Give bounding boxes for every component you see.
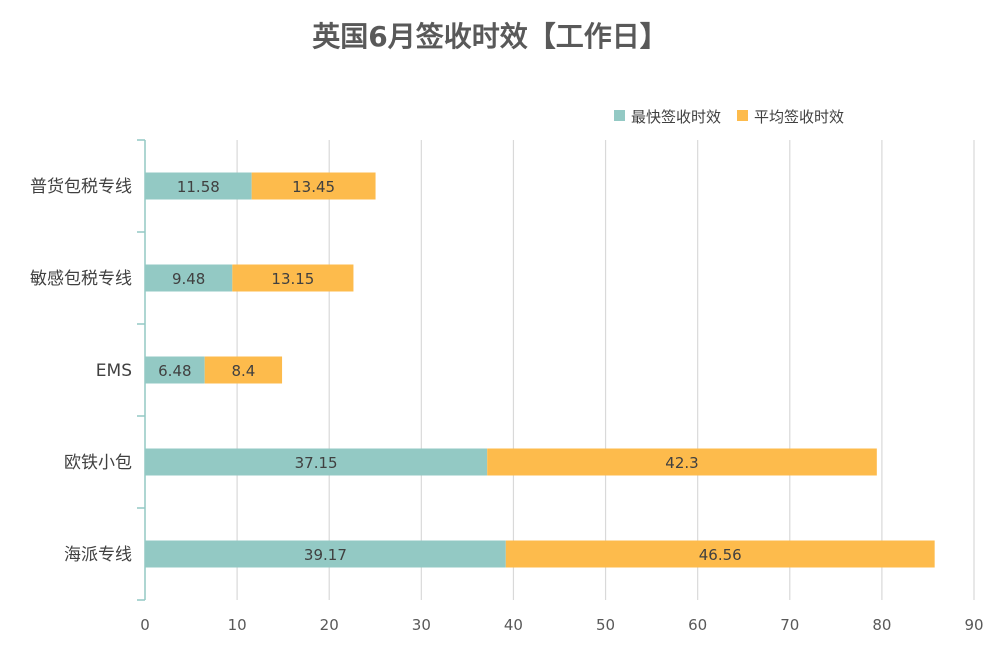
data-label: 6.48	[158, 362, 191, 380]
category-label: 欧铁小包	[64, 453, 132, 473]
x-tick-label: 20	[320, 616, 339, 634]
category-label: 敏感包税专线	[30, 269, 132, 289]
bar-fastest	[145, 448, 488, 476]
bars	[145, 172, 935, 568]
bar-fastest	[145, 264, 233, 292]
data-label: 8.4	[231, 362, 255, 380]
x-tick-label: 70	[780, 616, 799, 634]
bar-fastest	[145, 540, 506, 568]
data-label: 39.17	[304, 546, 347, 564]
grid	[236, 140, 975, 600]
data-label: 42.3	[665, 454, 698, 472]
x-tick-label: 60	[688, 616, 707, 634]
data-label: 9.48	[172, 270, 205, 288]
bar-average	[505, 540, 935, 568]
x-tick-label: 90	[964, 616, 983, 634]
legend-label-average: 平均签收时效	[754, 108, 844, 126]
x-tick-label: 40	[504, 616, 523, 634]
bar-fastest	[145, 356, 205, 384]
bar-average	[251, 172, 376, 200]
category-label: 海派专线	[64, 545, 132, 565]
bar-average	[232, 264, 354, 292]
legend: 最快签收时效 平均签收时效	[614, 108, 844, 126]
data-label: 13.45	[292, 178, 335, 196]
x-axis-ticks: 0 10 20 30 40 50 60 70 80 90	[140, 616, 983, 634]
x-tick-label: 10	[228, 616, 247, 634]
x-tick-label: 80	[872, 616, 891, 634]
category-label: 普货包税专线	[30, 177, 132, 197]
legend-label-fastest: 最快签收时效	[631, 108, 721, 126]
x-tick-label: 50	[596, 616, 615, 634]
bar-average	[487, 448, 877, 476]
data-label: 11.58	[177, 178, 220, 196]
data-label: 37.15	[295, 454, 338, 472]
x-tick-label: 0	[140, 616, 150, 634]
data-labels: 11.58 13.45 9.48 13.15 6.48 8.4 37.15 42.3 39.17…	[158, 178, 742, 564]
category-label: EMS	[96, 361, 132, 381]
bar-average	[204, 356, 283, 384]
legend-swatch-fastest	[614, 110, 625, 121]
legend-swatch-average	[737, 110, 748, 121]
data-label: 46.56	[699, 546, 742, 564]
chart-title: 英国6月签收时效【工作日】	[312, 20, 667, 53]
data-label: 13.15	[271, 270, 314, 288]
x-tick-label: 30	[412, 616, 431, 634]
bar-fastest	[145, 172, 252, 200]
